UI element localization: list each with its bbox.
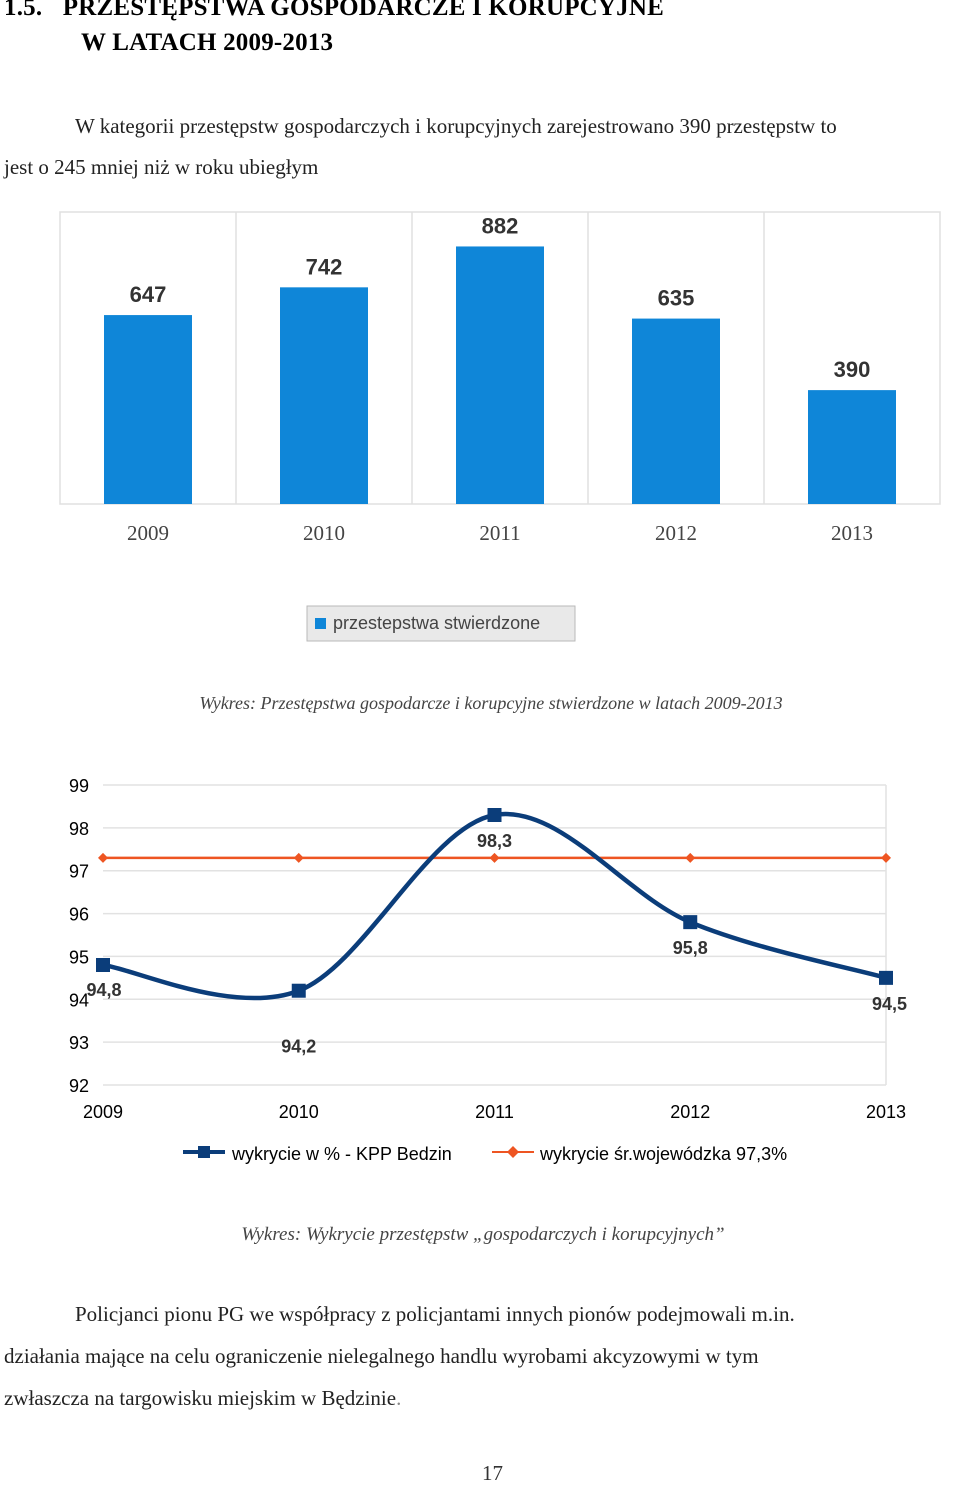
point-kpp-2010 xyxy=(291,983,306,998)
section-heading: 1.5. PRZESTĘPSTWA GOSPODARCZE I KORUPCYJ… xyxy=(4,0,664,23)
data-label-kpp-2012: 95,8 xyxy=(673,938,708,958)
data-label-kpp-2009: 94,8 xyxy=(86,980,121,1000)
bar-value-label-2010: 742 xyxy=(306,254,343,279)
closing-line3-text: zwłaszcza na targowisku miejskim w Będzi… xyxy=(4,1386,397,1410)
bar-2012 xyxy=(632,318,720,504)
bar-2011 xyxy=(456,246,544,504)
x-tick-2012: 2012 xyxy=(670,1102,710,1122)
x-tick-2013: 2013 xyxy=(866,1102,906,1122)
bar-category-2013: 2013 xyxy=(831,521,873,545)
point-woj-2011 xyxy=(489,852,500,863)
closing-line3-period: . xyxy=(396,1386,402,1410)
bar-value-label-2012: 635 xyxy=(658,286,695,311)
y-tick-98: 98 xyxy=(69,819,89,839)
x-tick-2009: 2009 xyxy=(83,1102,123,1122)
bar-category-2010: 2010 xyxy=(303,521,345,545)
y-tick-95: 95 xyxy=(69,947,89,967)
page-number: 17 xyxy=(482,1461,503,1485)
closing-line3: zwłaszcza na targowisku miejskim w Będzi… xyxy=(4,1378,401,1419)
legend-marker-woj xyxy=(507,1146,519,1158)
y-tick-97: 97 xyxy=(69,862,89,882)
bar-2009 xyxy=(104,315,192,504)
y-tick-96: 96 xyxy=(69,905,89,925)
bar-category-2011: 2011 xyxy=(479,521,520,545)
y-tick-92: 92 xyxy=(69,1076,89,1096)
bar-value-label-2009: 647 xyxy=(130,282,167,307)
point-kpp-2013 xyxy=(879,970,893,985)
point-kpp-2009 xyxy=(96,958,110,972)
point-woj-2012 xyxy=(685,852,696,863)
bar-chart: 647 742 882 635 390 2009 2010 2011 2012 2013 prz… xyxy=(59,211,941,713)
y-tick-94: 94 xyxy=(69,990,89,1010)
legend-label-woj: wykrycie śr.wojewódzka 97,3% xyxy=(539,1144,787,1164)
intro-line2: jest o 245 mniej niż w roku ubiegłym xyxy=(4,155,319,179)
bar-category-2009: 2009 xyxy=(127,521,169,545)
legend-label-kpp: wykrycie w % - KPP Bedzin xyxy=(231,1144,452,1164)
bar-2010 xyxy=(280,287,368,504)
point-kpp-2011 xyxy=(487,808,502,822)
line-legend: wykrycie w % - KPP Bedzin wykrycie śr.wo… xyxy=(183,1144,787,1164)
bar-category-2012: 2012 xyxy=(655,521,697,545)
data-label-kpp-2010: 94,2 xyxy=(281,1037,316,1057)
x-tick-2011: 2011 xyxy=(475,1102,514,1122)
point-woj-2013 xyxy=(881,852,891,863)
point-woj-2010 xyxy=(293,852,304,863)
point-woj-2009 xyxy=(98,852,108,863)
section-title-line2: W LATACH 2009-2013 xyxy=(81,29,334,56)
x-tick-2010: 2010 xyxy=(279,1102,319,1122)
bar-legend: przestepstwa stwierdzone xyxy=(306,605,576,642)
intro-line1: W kategorii przestępstw gospodarczych i … xyxy=(75,114,837,138)
legend-label-bar: przestepstwa stwierdzone xyxy=(333,613,540,633)
bar-value-label-2011: 882 xyxy=(482,213,519,238)
data-label-kpp-2011: 98,3 xyxy=(477,831,512,851)
line-chart-caption: Wykres: Wykrycie przestępstw „gospodarcz… xyxy=(241,1224,724,1245)
line-chart: 99 98 97 96 95 94 93 92 2009 2010 2011 2012 2013 94… xyxy=(69,776,907,1245)
legend-swatch-bar xyxy=(315,618,326,629)
bar-chart-caption: Wykres: Przestępstwa gospodarcze i korup… xyxy=(199,693,782,713)
data-label-kpp-2013: 94,5 xyxy=(872,994,907,1014)
bar-value-label-2013: 390 xyxy=(834,357,871,382)
legend-marker-kpp xyxy=(198,1146,210,1158)
section-title-line1: PRZESTĘPSTWA GOSPODARCZE I KORUPCYJNE xyxy=(62,0,665,21)
y-tick-99: 99 xyxy=(69,776,89,796)
closing-line1: Policjanci pionu PG we współpracy z poli… xyxy=(75,1302,795,1326)
section-number: 1.5. xyxy=(4,0,43,21)
y-tick-93: 93 xyxy=(69,1033,89,1053)
bar-2013 xyxy=(808,390,896,504)
closing-line2: działania mające na celu ograniczenie ni… xyxy=(4,1344,759,1368)
point-kpp-2012 xyxy=(683,915,698,930)
